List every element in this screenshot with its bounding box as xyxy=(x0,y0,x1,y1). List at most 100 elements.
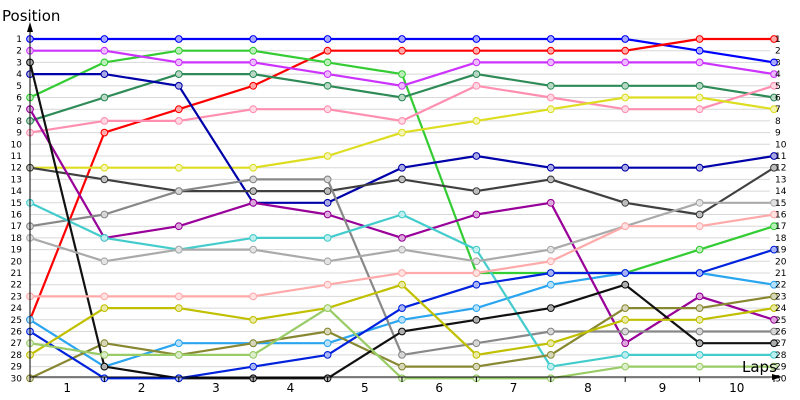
data-point-fill xyxy=(399,329,405,334)
data-point xyxy=(695,327,704,336)
data-point xyxy=(100,70,109,78)
data-point-fill xyxy=(622,223,628,229)
data-point xyxy=(398,116,406,125)
data-point xyxy=(546,245,555,254)
data-point xyxy=(472,58,481,67)
data-point xyxy=(100,292,109,301)
data-point-fill xyxy=(250,48,256,54)
data-point-fill xyxy=(399,177,405,182)
data-point xyxy=(174,187,183,196)
data-point-fill xyxy=(771,212,777,217)
data-point xyxy=(323,35,332,43)
data-point-fill xyxy=(399,317,405,323)
data-point-fill xyxy=(399,270,405,276)
data-point-fill xyxy=(771,352,777,358)
data-point xyxy=(695,292,704,301)
data-point-fill xyxy=(176,247,182,253)
data-point xyxy=(546,362,555,371)
data-point xyxy=(472,362,481,371)
data-point-fill xyxy=(697,294,702,299)
data-point-fill xyxy=(399,130,405,136)
data-point-fill xyxy=(325,60,330,65)
data-point-fill xyxy=(325,340,330,346)
y-tick-label-left: 2 xyxy=(16,47,22,57)
data-point xyxy=(770,81,778,90)
data-point-fill xyxy=(771,36,777,42)
data-point-fill xyxy=(399,48,405,54)
data-point-fill xyxy=(548,305,554,311)
data-point-fill xyxy=(250,106,256,112)
series-12 xyxy=(26,175,778,359)
data-point xyxy=(249,315,258,324)
data-point xyxy=(323,339,332,348)
data-point xyxy=(100,362,109,371)
data-point xyxy=(472,46,481,55)
data-point-fill xyxy=(622,329,628,334)
data-point xyxy=(695,105,704,114)
data-point xyxy=(472,245,481,254)
data-point-fill xyxy=(102,305,107,311)
data-point xyxy=(249,35,258,43)
data-point xyxy=(546,175,555,184)
data-point-fill xyxy=(102,48,107,54)
data-point xyxy=(546,93,555,102)
data-point xyxy=(546,339,555,348)
data-point xyxy=(323,233,332,242)
data-point-fill xyxy=(176,188,182,194)
data-point-fill xyxy=(697,106,702,112)
data-point xyxy=(323,187,332,196)
data-point-fill xyxy=(771,282,777,288)
data-point-fill xyxy=(771,71,777,77)
data-point-fill xyxy=(102,258,107,264)
data-point-fill xyxy=(548,177,554,182)
data-point xyxy=(323,175,332,184)
y-tick-label-right: 30 xyxy=(775,374,787,384)
data-point xyxy=(398,210,406,219)
data-point-fill xyxy=(697,212,702,217)
data-point xyxy=(174,35,183,43)
data-point xyxy=(100,163,109,172)
data-point xyxy=(174,304,183,313)
data-point-fill xyxy=(548,364,554,369)
data-point xyxy=(174,105,183,114)
data-point xyxy=(398,315,406,324)
data-point-fill xyxy=(399,352,405,358)
data-point xyxy=(100,58,109,67)
data-point-fill xyxy=(176,305,182,311)
data-point xyxy=(695,339,704,348)
data-point-fill xyxy=(771,329,777,334)
data-point xyxy=(770,163,778,172)
data-point-fill xyxy=(474,48,479,54)
data-point xyxy=(249,175,258,184)
data-point-fill xyxy=(622,48,628,54)
data-point xyxy=(398,351,406,359)
y-tick-label-right: 27 xyxy=(775,339,786,349)
data-point-fill xyxy=(474,305,479,311)
y-tick-label-right: 23 xyxy=(775,292,786,302)
y-tick-label-right: 14 xyxy=(775,187,787,197)
data-point xyxy=(770,210,778,219)
data-point xyxy=(174,58,183,67)
data-point-fill xyxy=(474,188,479,194)
data-point-fill xyxy=(697,165,702,171)
series-10 xyxy=(26,163,778,219)
data-point xyxy=(323,46,332,55)
data-point-fill xyxy=(399,71,405,77)
data-point xyxy=(249,187,258,196)
data-point-fill xyxy=(102,130,107,136)
data-point xyxy=(770,58,778,67)
data-point-fill xyxy=(176,352,182,358)
data-point-fill xyxy=(622,352,628,358)
data-point-fill xyxy=(102,352,107,358)
data-point-fill xyxy=(250,364,256,369)
data-point-fill xyxy=(399,36,405,42)
data-point-fill xyxy=(771,200,777,206)
y-tick-label-right: 4 xyxy=(775,70,781,80)
data-point-fill xyxy=(697,95,702,100)
x-tick-label: 3 xyxy=(212,381,220,395)
data-point-fill xyxy=(771,83,777,89)
data-point-fill xyxy=(250,60,256,65)
data-point-fill xyxy=(771,60,777,65)
y-tick-label-right: 19 xyxy=(775,246,787,256)
